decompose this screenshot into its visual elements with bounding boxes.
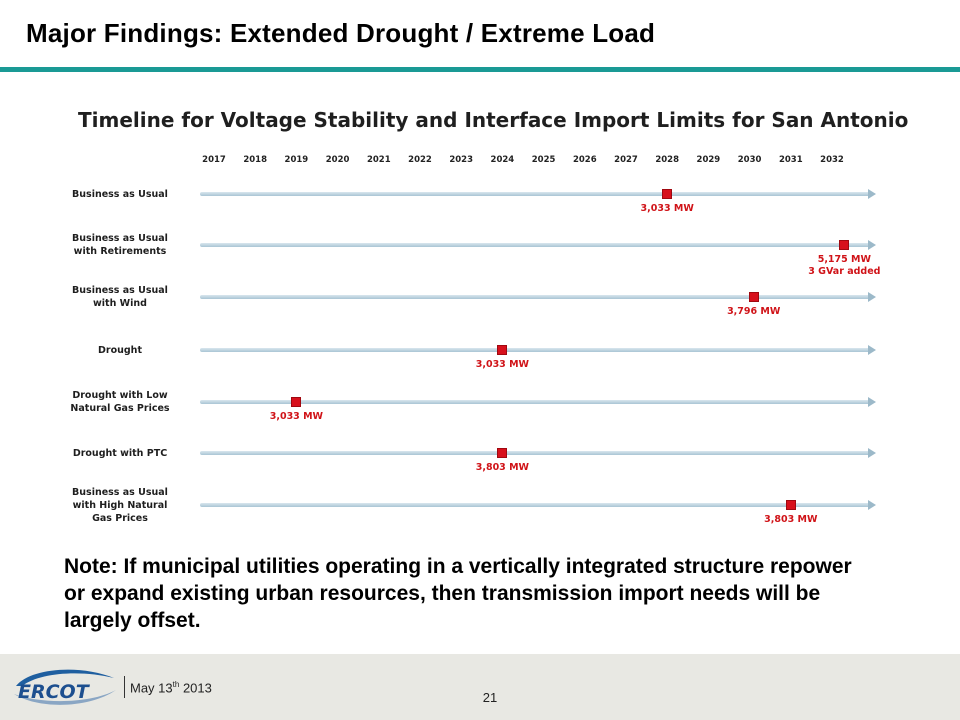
limit-value-label: 3,033 MW	[640, 203, 694, 214]
svg-text:ERCOT: ERCOT	[18, 681, 91, 703]
footer-bar: ERCOT May 13th 2013 21	[0, 654, 960, 720]
limit-marker	[839, 240, 850, 250]
limit-value-label: 3,033 MW	[269, 411, 324, 422]
year-tick-label: 2023	[449, 155, 474, 165]
timeline-track	[200, 503, 872, 507]
timeline-track	[200, 243, 872, 247]
limit-value-label: 3,033 MW	[475, 359, 530, 370]
year-tick-label: 2018	[243, 155, 268, 165]
page-number: 21	[482, 690, 498, 705]
timeline-track	[200, 295, 872, 299]
timeline-track	[200, 451, 872, 455]
arrowhead-icon	[868, 345, 876, 355]
year-tick-label: 2017	[202, 155, 226, 165]
scenario-label: Business as Usual with Wind	[72, 285, 168, 309]
scenario-label: Business as Usual	[72, 188, 168, 200]
limit-value-label: 3,796 MW	[727, 306, 781, 317]
arrowhead-icon	[868, 292, 876, 302]
year-tick-label: 2022	[408, 155, 432, 165]
arrowhead-icon	[868, 448, 876, 458]
timeline-track	[200, 348, 872, 352]
footer-divider	[124, 676, 125, 698]
limit-value-label: 3,803 MW	[475, 462, 530, 473]
scenario-label: Drought with Low Natural Gas Prices	[70, 390, 170, 414]
timeline-figure: Timeline for Voltage Stability and Inter…	[66, 94, 908, 530]
year-tick-label: 2032	[820, 155, 844, 165]
year-tick-label: 2029	[696, 155, 721, 165]
year-tick-label: 2031	[778, 155, 803, 165]
timeline-track	[200, 192, 872, 196]
timeline-track	[200, 400, 872, 404]
ercot-logo: ERCOT	[14, 669, 116, 705]
scenario-label: Drought with PTC	[72, 447, 168, 459]
year-tick-label: 2027	[614, 155, 638, 165]
arrowhead-icon	[868, 189, 876, 199]
limit-marker	[748, 292, 759, 302]
limit-marker	[291, 397, 302, 407]
timeline-title: Timeline for Voltage Stability and Inter…	[78, 108, 909, 132]
scenario-label: Business as Usual with Retirements	[72, 233, 168, 257]
limit-marker	[497, 345, 508, 355]
year-tick-label: 2025	[531, 155, 556, 165]
arrowhead-icon	[868, 397, 876, 407]
limit-marker	[497, 448, 508, 458]
limit-value-label: 5,175 MW 3 GVar added	[808, 254, 881, 277]
slide-title: Major Findings: Extended Drought / Extre…	[26, 18, 656, 48]
limit-marker	[662, 189, 673, 199]
year-tick-label: 2026	[572, 155, 597, 165]
year-tick-label: 2030	[737, 155, 762, 165]
year-tick-label: 2021	[366, 155, 391, 165]
arrowhead-icon	[868, 240, 876, 250]
note-text: Note: If municipal utilities operating i…	[64, 555, 852, 632]
limit-value-label: 3,803 MW	[764, 514, 818, 525]
year-tick-label: 2019	[284, 155, 309, 165]
title-accent-rule	[0, 67, 960, 72]
year-tick-label: 2024	[490, 155, 515, 165]
scenario-label: Drought	[98, 344, 142, 356]
scenario-label: Business as Usual with High Natural Gas Pr…	[72, 486, 168, 524]
limit-marker	[785, 500, 796, 510]
arrowhead-icon	[868, 500, 876, 510]
year-tick-label: 2028	[655, 155, 680, 165]
footer-date: May 13th 2013	[130, 680, 212, 696]
year-tick-label: 2020	[325, 155, 350, 165]
